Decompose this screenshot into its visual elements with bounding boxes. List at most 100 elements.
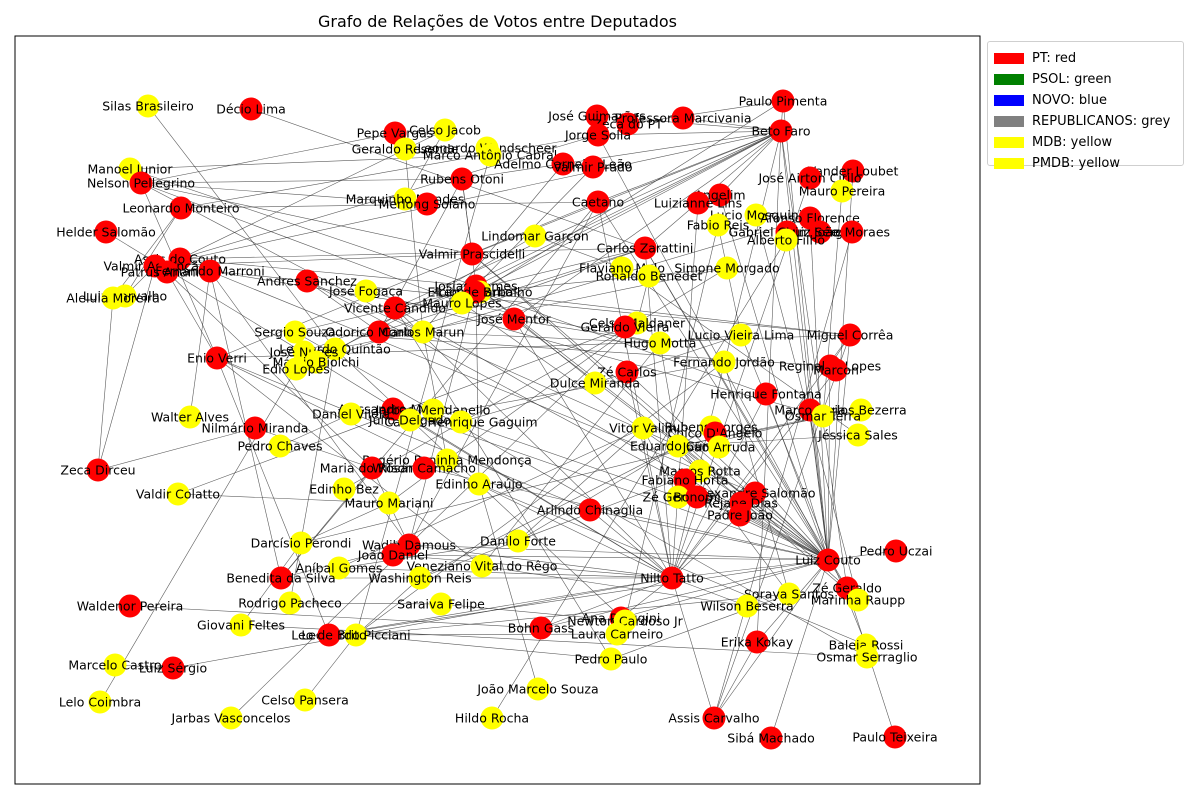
node-label: Edinho Araújo — [435, 477, 522, 492]
node-label: Lucio Mosquini — [710, 208, 802, 223]
graph-edge — [682, 117, 782, 132]
graph-node: José Mentor — [476, 307, 552, 331]
graph-node: Edio Lopes — [262, 357, 330, 381]
node-marker — [433, 118, 457, 142]
graph-node: Walter Alves — [151, 405, 229, 429]
node-marker — [467, 472, 491, 496]
node-label: Odorico Monteiro — [325, 325, 432, 340]
graph-edge — [392, 554, 673, 579]
node-label: Lucio Vieira Lima — [688, 328, 795, 343]
graph-edge — [723, 361, 790, 595]
graph-node: Lelo Coimbra — [59, 690, 141, 714]
graph-edge — [517, 445, 679, 542]
node-marker — [660, 566, 684, 590]
graph-node: José Fogaça — [328, 279, 403, 303]
node-marker — [846, 588, 870, 612]
node-label: Leo de Brito — [291, 628, 366, 643]
node-marker — [774, 228, 798, 252]
edge-layer — [97, 100, 897, 739]
node-label: Valmir Assunção — [103, 259, 206, 274]
node-marker — [712, 350, 736, 374]
graph-edge — [180, 134, 599, 209]
graph-edge — [671, 334, 851, 579]
node-marker — [243, 416, 267, 440]
node-label: Alessandro Molon — [338, 402, 448, 417]
node-label: Erika Kokay — [721, 635, 794, 650]
node-marker — [586, 190, 610, 214]
node-label: Edinho Bez — [309, 482, 379, 497]
graph-edge — [419, 445, 679, 579]
graph-node: Edinho Araújo — [435, 472, 523, 496]
graph-node: Leonardo Monteiro — [122, 196, 240, 220]
node-label: Washington Reis — [368, 571, 471, 586]
node-label: Andres Sanchez — [257, 274, 357, 289]
node-label: Saraiva Felipe — [397, 597, 485, 612]
graph-node: Paulo Pimenta — [739, 89, 827, 113]
graph-edge — [475, 285, 596, 384]
node-label: Manoel Junior — [88, 162, 174, 177]
node-label: Lelo Coimbra — [59, 695, 141, 710]
graph-edge — [388, 459, 448, 504]
graph-node: Mauro Lopes — [422, 291, 502, 315]
graph-edge — [461, 130, 782, 180]
node-marker — [344, 623, 368, 647]
graph-node: Nilto Tatto — [640, 566, 704, 590]
node-label: Luiz Couto — [795, 553, 861, 568]
graph-edge — [355, 154, 491, 636]
graph-edge — [671, 577, 748, 607]
graph-node: Wilson Camacho — [372, 456, 476, 480]
graph-node: Maria do Rosário — [320, 456, 424, 480]
graph-node: Nelson Pellegrino — [87, 171, 195, 195]
graph-node: Andres Sanchez — [257, 269, 357, 293]
graph-edge — [166, 271, 218, 359]
graph-edge — [478, 483, 867, 646]
node-label: Alberto Filho — [747, 233, 825, 248]
graph-node: Arlindo Chinaglia — [537, 498, 643, 522]
node-label: Celso Jacob — [409, 123, 481, 138]
node-label: Darcísio Perondi — [251, 536, 352, 551]
node-marker — [383, 296, 407, 320]
node-label: Mauro Pereira — [799, 184, 885, 199]
graph-node: Fabiano Horta — [641, 468, 729, 492]
graph-edge — [177, 493, 390, 504]
graph-node: Simone Morgado — [674, 256, 780, 280]
node-marker — [523, 224, 547, 248]
node-marker — [855, 645, 879, 669]
node-label: Arlindo Chinaglia — [537, 503, 643, 518]
graph-edge — [216, 357, 483, 567]
graph-node: Leo de Brito — [291, 623, 367, 647]
graph-node: Pedro Paulo — [575, 647, 647, 671]
graph-edge — [404, 129, 446, 200]
graph-edge — [714, 432, 829, 561]
graph-edge — [250, 108, 646, 249]
node-marker — [393, 187, 417, 211]
graph-edge — [422, 331, 448, 461]
graph-edge — [478, 483, 539, 690]
graph-node: Paulo Teixeira — [852, 725, 938, 749]
graph-edge — [627, 100, 784, 125]
node-marker — [671, 106, 695, 130]
graph-node: Jéssica Sales — [817, 423, 898, 447]
graph-edge — [475, 130, 782, 287]
graph-edge — [328, 559, 829, 636]
node-label: Osmar Terra — [785, 409, 861, 424]
graph-edge — [626, 371, 673, 579]
node-label: Pepe Vargas — [357, 126, 434, 141]
node-marker — [506, 529, 530, 553]
graph-edge — [822, 190, 843, 417]
node-marker — [449, 410, 473, 434]
node-label: Pedro Uczai — [860, 544, 933, 559]
graph-node: Assis Carvalho — [668, 706, 760, 730]
node-label: Bohn Gass — [508, 621, 574, 636]
node-label: Jéssica Sales — [817, 428, 898, 443]
graph-node: Rubens Otoni — [420, 167, 504, 191]
legend-label: PMDB: yellow — [1032, 156, 1120, 171]
node-label: Jorge Solla — [564, 128, 631, 143]
graph-node: Daniel Vilela — [312, 402, 390, 426]
graph-node: Carlos Henrique Gaguim — [384, 410, 538, 434]
graph-edge — [461, 178, 473, 255]
graph-node: Geraldo Vieira — [581, 315, 669, 339]
node-label: Eduardo Cunha — [630, 439, 726, 454]
graph-edge — [440, 603, 626, 622]
graph-edge — [713, 231, 853, 719]
